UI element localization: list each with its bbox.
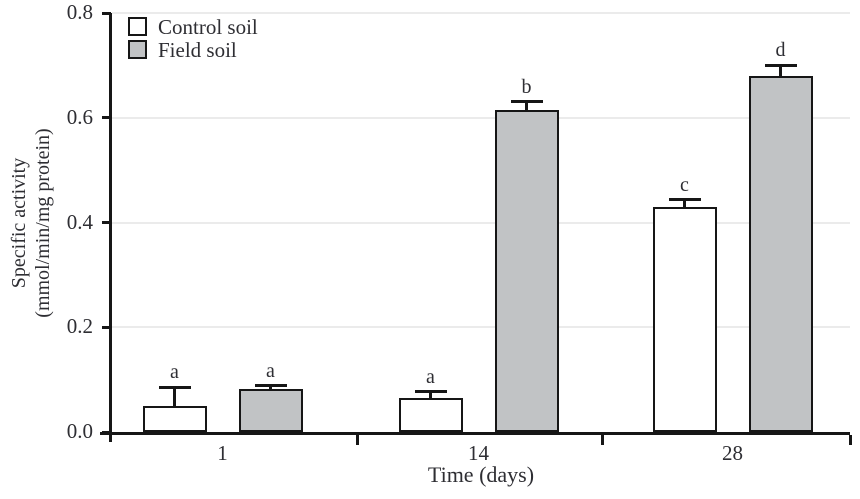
bar-control-soil-day28 <box>652 206 717 432</box>
gridline-0.2 <box>112 326 850 329</box>
legend-item-control-soil: Control soil <box>128 15 258 38</box>
x-category-label-14: 14 <box>468 441 489 465</box>
sig-letter-field-soil-day1: a <box>266 359 275 382</box>
x-axis-tick-1 <box>355 435 359 445</box>
x-axis-line <box>100 432 850 435</box>
y-tick-label-0.4: 0.4 <box>66 209 93 234</box>
error-bar-cap-control-soil-day28 <box>668 198 701 202</box>
x-category-label-1: 1 <box>217 441 228 465</box>
legend-label-field-soil: Field soil <box>158 37 237 62</box>
x-axis-title: Time (days) <box>427 462 535 487</box>
error-bar-cap-control-soil-day1 <box>158 385 191 389</box>
gridline-0.8 <box>112 12 850 14</box>
x-axis-tick-3 <box>848 435 852 445</box>
x-axis-tick-2 <box>600 435 604 445</box>
y-tick-label-0.0: 0.0 <box>66 419 93 443</box>
error-bar-stem-control-soil-day1 <box>173 387 176 406</box>
y-axis-title: Specific activity (mmol/min/mg protein) <box>7 128 55 317</box>
legend: Control soil Field soil <box>128 15 258 61</box>
error-bar-stem-field-soil-day1 <box>269 385 272 390</box>
error-bar-stem-field-soil-day28 <box>779 65 782 76</box>
error-bar-stem-control-soil-day28 <box>683 199 686 207</box>
y-tick-0.4 <box>102 221 111 224</box>
error-bar-cap-control-soil-day14 <box>414 390 447 394</box>
y-tick-0.2 <box>102 325 111 329</box>
y-axis-title-line1: Specific activity <box>8 157 30 289</box>
error-bar-cap-field-soil-day1 <box>254 384 287 388</box>
bar-control-soil-day14 <box>398 397 463 432</box>
y-tick-0.8 <box>102 11 111 15</box>
y-axis-line <box>109 13 112 442</box>
y-tick-label-0.6: 0.6 <box>66 104 93 129</box>
sig-letter-field-soil-day14: b <box>521 75 532 98</box>
x-category-label-28: 28 <box>722 441 743 465</box>
sig-letter-field-soil-day28: d <box>775 39 786 62</box>
bar-field-soil-day1 <box>238 389 303 432</box>
sig-letter-control-soil-day14: a <box>426 365 435 388</box>
error-bar-cap-field-soil-day14 <box>510 100 543 103</box>
y-tick-label-0.2: 0.2 <box>66 314 93 339</box>
y-tick-0.6 <box>102 116 111 120</box>
legend-item-field-soil: Field soil <box>128 38 258 61</box>
bar-field-soil-day14 <box>494 109 559 432</box>
bar-field-soil-day28 <box>748 75 813 432</box>
plot-area: a a c a b d Control soil Field soil 1 14 28 <box>100 12 852 465</box>
error-bar-stem-field-soil-day14 <box>525 101 528 110</box>
field-soil-swatch-icon <box>128 40 147 59</box>
bar-control-soil-day1 <box>142 405 207 432</box>
error-bar-cap-field-soil-day28 <box>764 63 797 67</box>
sig-letter-control-soil-day1: a <box>170 361 179 384</box>
sig-letter-control-soil-day28: c <box>680 173 689 196</box>
gridline-0.6 <box>112 116 850 119</box>
error-bar-stem-control-soil-day14 <box>429 391 432 398</box>
control-soil-swatch-icon <box>128 17 147 36</box>
gridline-0.4 <box>112 221 850 224</box>
y-tick-label-0.8: 0.8 <box>66 0 93 24</box>
legend-label-control-soil: Control soil <box>158 14 258 39</box>
